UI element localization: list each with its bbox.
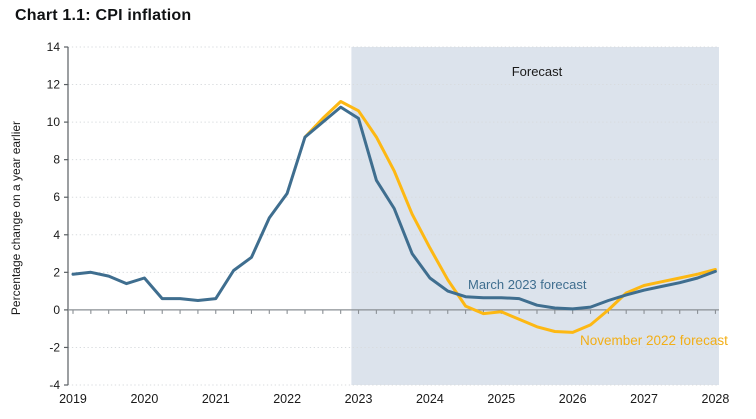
y-tick-label: 2 [53,265,60,279]
x-tick-label: 2026 [559,392,587,406]
x-tick-label: 2028 [702,392,730,406]
y-tick-label: 12 [47,78,61,92]
march-2023-label: March 2023 forecast [468,277,587,292]
x-tick-label: 2024 [416,392,444,406]
x-tick-label: 2025 [487,392,515,406]
chart-title: Chart 1.1: CPI inflation [15,7,192,24]
x-tick-label: 2019 [59,392,87,406]
y-tick-label: 10 [47,115,61,129]
x-tick-label: 2023 [345,392,373,406]
november-2022-label: November 2022 forecast [580,333,728,348]
y-tick-label: -2 [49,340,60,354]
y-tick-label: 8 [53,153,60,167]
y-tick-label: 14 [47,40,61,54]
march-2023-forecast-line [71,105,717,311]
x-tick-label: 2022 [273,392,301,406]
forecast-label: Forecast [512,64,563,79]
x-tick-label: 2021 [202,392,230,406]
november-2022-forecast-line [303,100,717,334]
y-tick-label: 6 [53,190,60,204]
y-tick-label: 0 [53,303,60,317]
y-tick-label: 4 [53,228,60,242]
x-tick-label: 2027 [630,392,658,406]
y-tick-label: -4 [49,378,60,392]
x-tick-label: 2020 [130,392,158,406]
